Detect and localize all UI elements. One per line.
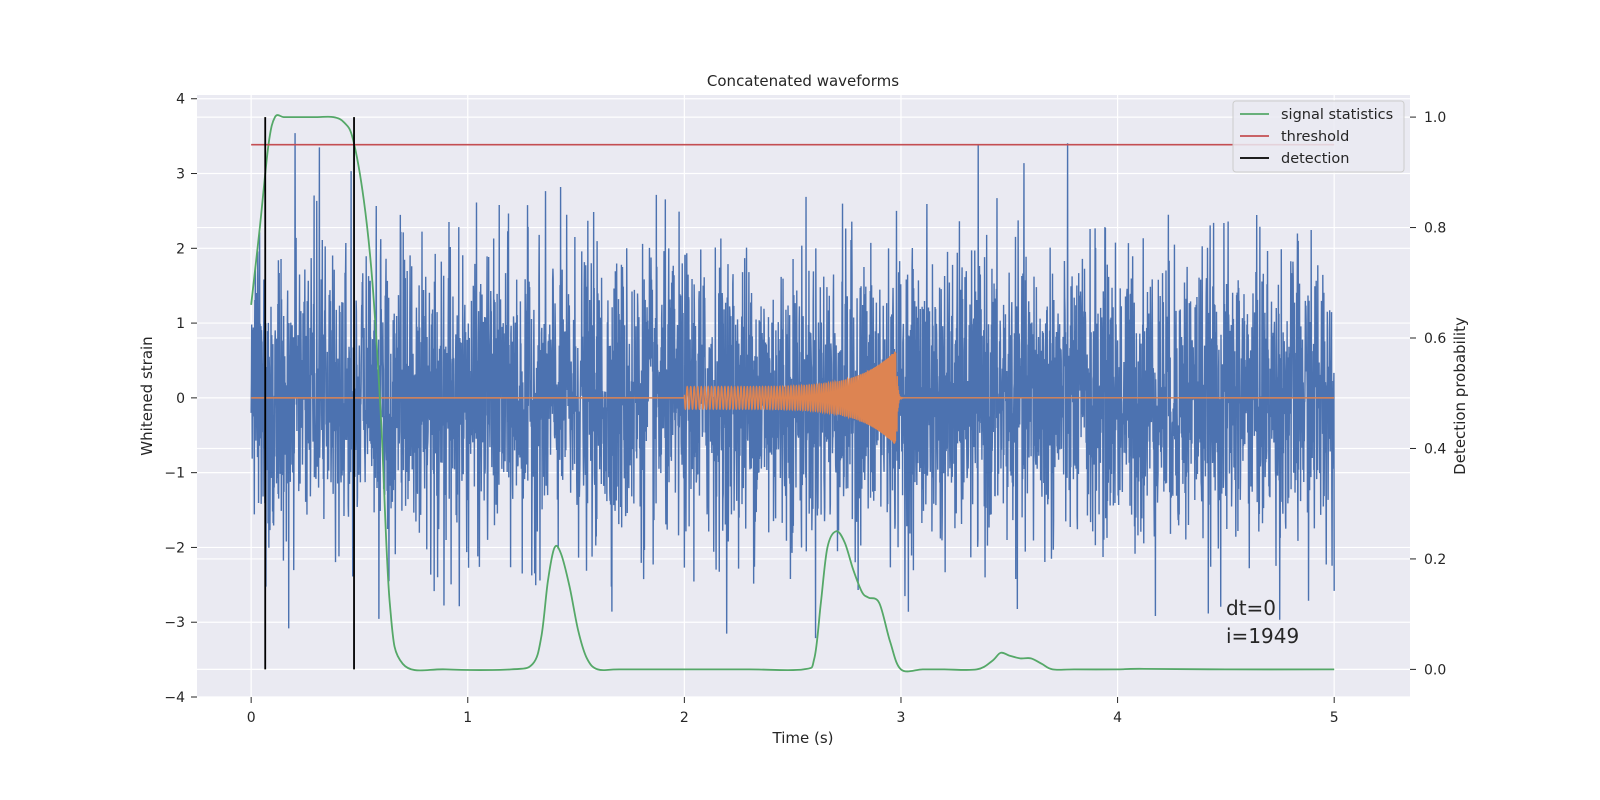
legend-frame: [1232, 100, 1405, 173]
legend-signal-statistics-label: signal statistics: [1281, 107, 1393, 123]
x-tick-label-4: 4: [1113, 710, 1122, 726]
y-right-tick-label-4: 0.8: [1424, 221, 1446, 237]
y-left-tick-label-3: −1: [164, 466, 185, 482]
x-tick-label-0: 0: [247, 710, 256, 726]
annotation-dt: dt=0: [1226, 596, 1276, 620]
legend-threshold-label: threshold: [1281, 129, 1349, 145]
x-tick-label-3: 3: [897, 710, 906, 726]
y-left-tick-label-0: −4: [164, 690, 185, 706]
x-tick-label-1: 1: [463, 710, 472, 726]
strain-noise-line: [250, 133, 1335, 639]
y-left-tick-label-5: 1: [176, 316, 185, 332]
series-layer: [250, 114, 1335, 673]
legend: signal statistics threshold detection: [1232, 100, 1405, 173]
y-left-tick-label-1: −3: [164, 615, 185, 631]
x-axis-label: Time (s): [772, 729, 834, 747]
y-axis-left: −4 −3 −2 −1 0 1 2 3 4: [164, 92, 197, 706]
y-axis-right: 0.0 0.2 0.4 0.6 0.8 1.0: [1410, 110, 1446, 678]
x-tick-label-5: 5: [1330, 710, 1339, 726]
y-right-tick-label-2: 0.4: [1424, 441, 1446, 457]
annotation-index: i=1949: [1226, 624, 1299, 648]
y-left-tick-label-2: −2: [164, 540, 185, 556]
y-axis-right-label: Detection probability: [1451, 317, 1469, 475]
y-left-tick-label-8: 4: [176, 92, 185, 108]
signal-statistics-line: [250, 114, 1335, 673]
injected-chirp-line: [251, 351, 1335, 444]
y-axis-left-label: Whitened strain: [138, 336, 156, 455]
y-right-tick-label-0: 0.0: [1424, 662, 1446, 678]
y-left-tick-label-6: 2: [176, 241, 185, 257]
y-right-tick-label-1: 0.2: [1424, 552, 1446, 568]
legend-detection-label: detection: [1281, 151, 1349, 167]
chart-title: Concatenated waveforms: [707, 72, 899, 90]
y-right-tick-label-5: 1.0: [1424, 110, 1446, 126]
y-left-tick-label-7: 3: [176, 167, 185, 183]
x-tick-label-2: 2: [680, 710, 689, 726]
y-left-tick-label-4: 0: [176, 391, 185, 407]
x-axis: 0 1 2 3 4 5: [247, 697, 1339, 726]
y-right-tick-label-3: 0.6: [1424, 331, 1446, 347]
